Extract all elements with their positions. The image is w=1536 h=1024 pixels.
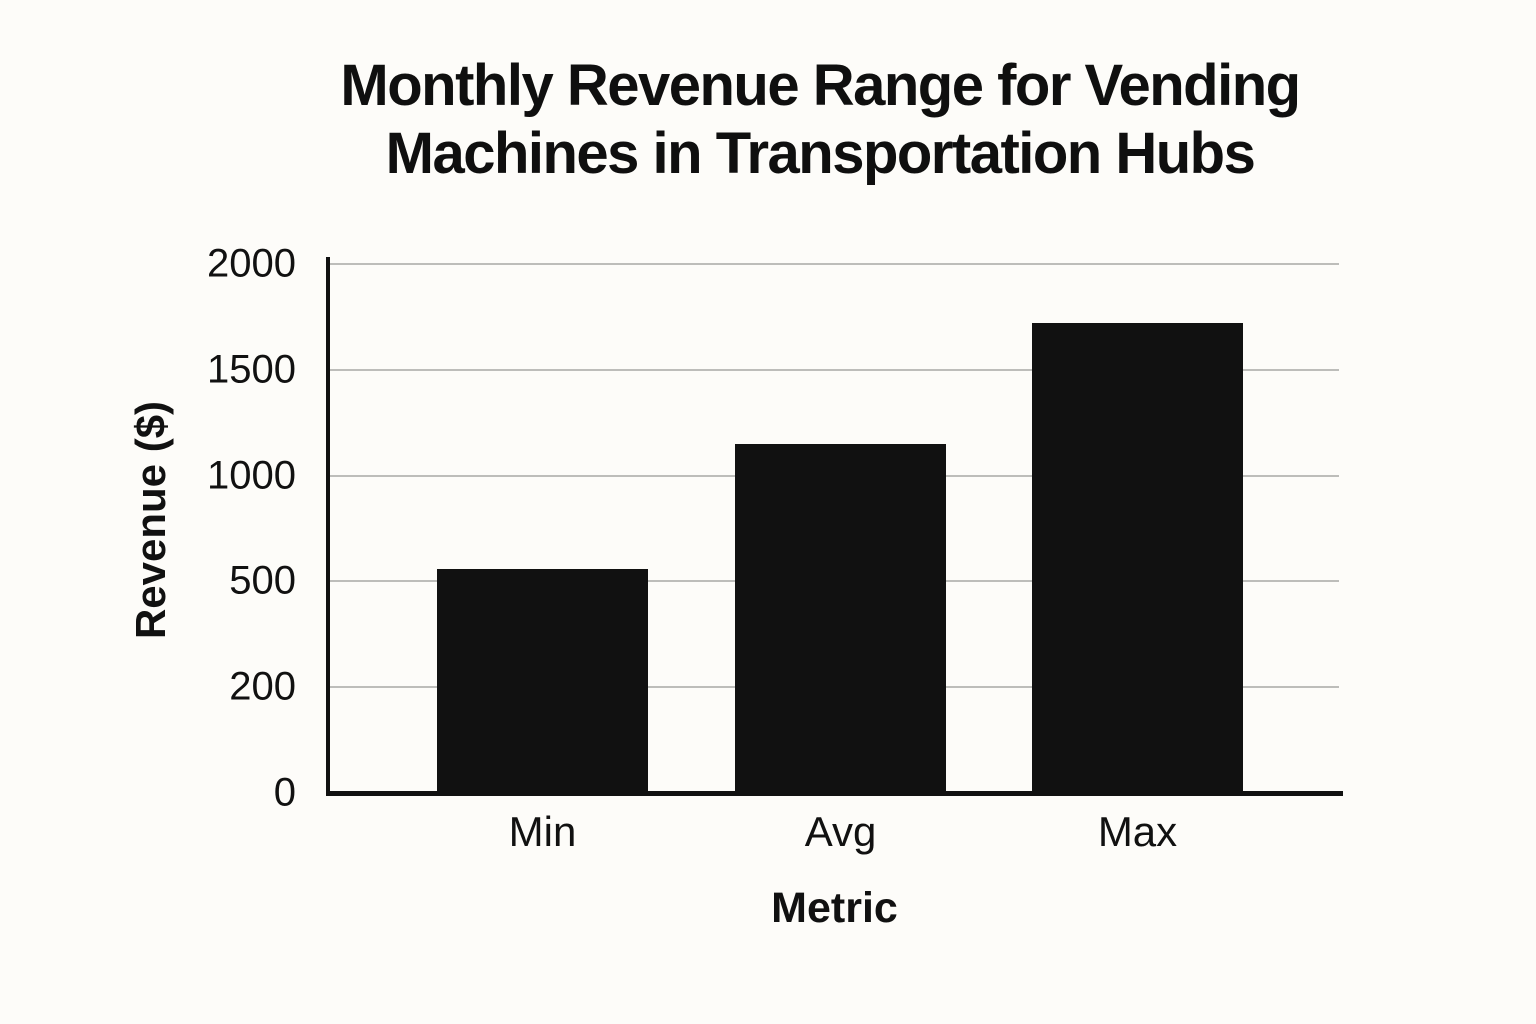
y-tick-label-500: 500	[229, 558, 296, 603]
y-tick-label-0: 0	[273, 770, 296, 815]
gridline-1500	[330, 368, 1339, 371]
x-tick-label-max: Max	[1097, 808, 1178, 855]
bar-min	[437, 568, 648, 793]
x-axis-line	[326, 791, 1343, 796]
x-tick-label-min: Min	[508, 808, 577, 855]
y-tick-label-2000: 2000	[207, 241, 296, 286]
y-axis-line	[326, 257, 330, 795]
x-tick-label-avg: Avg	[804, 808, 877, 855]
bar-max	[1032, 323, 1243, 793]
y-tick-label-1000: 1000	[207, 453, 296, 498]
x-axis-tick-labels: Min Avg Max	[330, 808, 1339, 860]
bar-avg	[735, 443, 947, 793]
x-axis-title: Metric	[771, 884, 898, 932]
chart-title-line-1: Monthly Revenue Range for Vending	[340, 53, 1301, 118]
gridline-2000	[330, 263, 1339, 265]
chart-title-line-2: Machines in Transportation Hubs	[385, 121, 1256, 186]
chart-title: Monthly Revenue Range for Vending Machin…	[100, 52, 1536, 188]
plot-area	[330, 263, 1339, 793]
y-tick-label-1500: 1500	[207, 347, 296, 392]
y-tick-label-200: 200	[229, 664, 296, 709]
y-axis-tick-labels: 0 200 500 1000 1500 2000	[110, 242, 296, 815]
